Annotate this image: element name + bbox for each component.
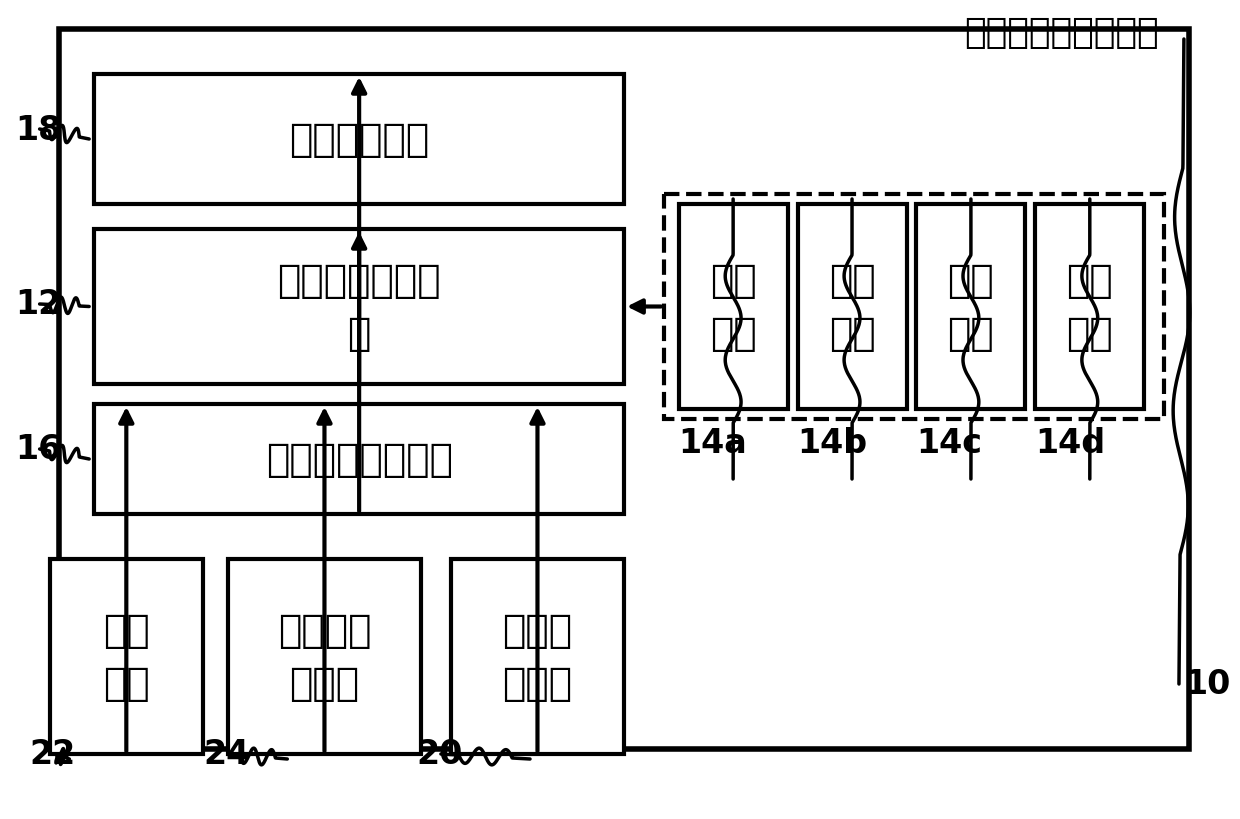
Text: 车用影像整合单
元: 车用影像整合单 元 (278, 262, 441, 352)
Bar (663, 195, 1164, 419)
Text: 20: 20 (417, 738, 463, 771)
Text: 22: 22 (30, 738, 76, 771)
Text: 10: 10 (1184, 667, 1230, 700)
Text: 广角
镜头: 广角 镜头 (709, 262, 756, 352)
Bar (60, 30, 1189, 749)
Text: 14c: 14c (916, 427, 982, 459)
Text: 广角
镜头: 广角 镜头 (947, 262, 994, 352)
Bar (451, 559, 624, 754)
Text: 14b: 14b (797, 427, 868, 459)
Text: 广角
镜头: 广角 镜头 (828, 262, 875, 352)
Bar (94, 405, 624, 514)
Text: 动态车道线检测系统: 动态车道线检测系统 (965, 16, 1159, 50)
Text: 影像显示装置: 影像显示装置 (289, 121, 429, 159)
Bar (797, 205, 906, 410)
Bar (50, 559, 203, 754)
Bar (228, 559, 422, 754)
Bar (94, 229, 624, 385)
Text: 方向盘转
角信号: 方向盘转 角信号 (278, 611, 371, 702)
Bar (678, 205, 787, 410)
Text: 14d: 14d (1035, 427, 1105, 459)
Text: 车辆排
挡信号: 车辆排 挡信号 (502, 611, 573, 702)
Text: 14a: 14a (678, 427, 748, 459)
Text: 车速
信号: 车速 信号 (103, 611, 150, 702)
Text: 16: 16 (15, 433, 61, 466)
Text: 广角
镜头: 广角 镜头 (1066, 262, 1114, 352)
Text: 12: 12 (15, 288, 61, 321)
Text: 24: 24 (203, 738, 249, 771)
Bar (916, 205, 1025, 410)
Text: 车身信号接收装置: 车身信号接收装置 (265, 441, 453, 478)
Bar (1035, 205, 1145, 410)
Bar (94, 75, 624, 205)
Text: 18: 18 (15, 113, 61, 147)
